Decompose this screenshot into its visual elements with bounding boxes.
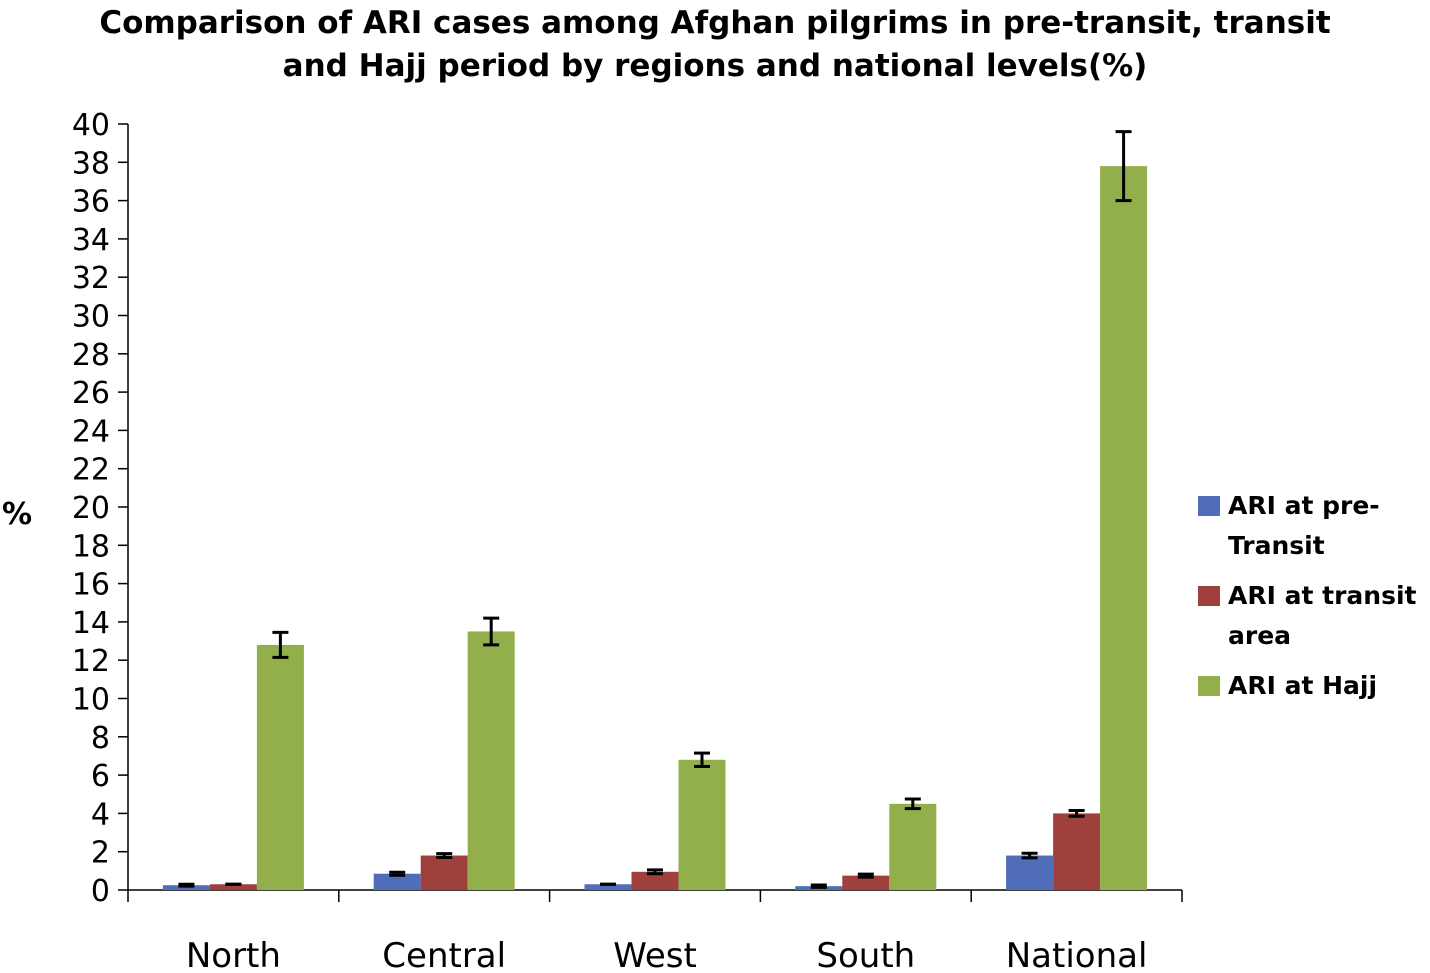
y-tick-label: 10 <box>72 683 110 718</box>
bar <box>678 759 726 890</box>
y-tick-label: 2 <box>91 836 110 871</box>
x-category-label: West <box>613 936 697 973</box>
legend-item: ARI at transit area <box>1198 576 1430 656</box>
x-category-label: Central <box>382 936 506 973</box>
legend-item: ARI at pre- Transit <box>1198 486 1430 566</box>
y-tick-label: 16 <box>72 568 110 603</box>
error-bar <box>178 882 195 888</box>
error-bar <box>1068 809 1085 818</box>
error-bar <box>647 868 663 876</box>
error-bars <box>178 130 1132 889</box>
error-bar <box>1021 851 1038 860</box>
legend-label-line: ARI at transit <box>1228 581 1417 610</box>
legend: ARI at pre- Transit ARI at transit area ARI … <box>1198 486 1430 716</box>
legend-label: ARI at Hajj <box>1228 666 1377 706</box>
legend-label: ARI at pre- Transit <box>1228 486 1380 566</box>
error-bar <box>389 870 406 877</box>
legend-label-line: area <box>1228 621 1292 650</box>
bar <box>1053 813 1101 890</box>
y-tick-label: 6 <box>91 759 110 794</box>
y-tick-label: 30 <box>72 300 110 335</box>
x-category-label: North <box>186 936 281 973</box>
y-tick-label: 14 <box>72 606 110 641</box>
legend-item: ARI at Hajj <box>1198 666 1430 706</box>
legend-label-line: Transit <box>1228 531 1325 560</box>
bar <box>842 875 890 890</box>
y-tick-label: 26 <box>72 376 110 411</box>
error-bar <box>694 751 710 768</box>
bar <box>420 855 468 890</box>
bar <box>889 803 937 890</box>
chart-title-line-1: Comparison of ARI cases among Afghan pil… <box>99 5 1331 41</box>
bar <box>631 871 679 890</box>
y-tick-label: 20 <box>72 491 110 526</box>
legend-swatch <box>1198 676 1220 696</box>
bar <box>373 873 421 890</box>
bars <box>162 166 1148 890</box>
y-axis-title: % <box>2 497 32 532</box>
y-tick-label: 12 <box>72 644 110 679</box>
error-bar <box>904 797 921 811</box>
bar <box>584 884 632 890</box>
legend-swatch <box>1198 496 1220 516</box>
legend-label: ARI at transit area <box>1228 576 1416 656</box>
legend-swatch <box>1198 586 1220 606</box>
legend-label-line: ARI at Hajj <box>1228 671 1378 700</box>
y-tick-label: 34 <box>72 223 110 258</box>
y-tick-label: 18 <box>72 529 110 564</box>
chart-title-line-2: and Hajj period by regions and national … <box>282 48 1148 84</box>
error-bar <box>1115 130 1132 203</box>
bar <box>1006 855 1054 890</box>
x-category-label: National <box>1006 936 1148 973</box>
y-tick-label: 32 <box>72 261 110 296</box>
y-tick-label: 8 <box>91 721 110 756</box>
legend-label-line: ARI at pre- <box>1228 491 1380 520</box>
error-bar <box>272 630 289 659</box>
error-bar <box>857 872 874 879</box>
bar <box>467 631 515 890</box>
y-tick-label: 40 <box>72 108 110 143</box>
error-bar <box>483 616 500 647</box>
x-category-label: South <box>816 936 915 973</box>
error-bar <box>436 852 453 859</box>
y-tick-label: 28 <box>72 338 110 373</box>
y-tick-label: 24 <box>72 414 110 449</box>
y-tick-label: 4 <box>91 797 110 832</box>
chart-title: Comparison of ARI cases among Afghan pil… <box>0 2 1430 88</box>
y-tick-label: 0 <box>91 874 110 909</box>
bar <box>256 644 304 890</box>
bar <box>1100 166 1148 890</box>
y-tick-label: 36 <box>72 185 110 220</box>
x-axis: North Central West South National <box>127 889 1183 973</box>
y-tick-label: 22 <box>72 453 110 488</box>
error-bar <box>810 883 827 889</box>
y-tick-label: 38 <box>72 146 110 181</box>
bar <box>209 884 257 890</box>
